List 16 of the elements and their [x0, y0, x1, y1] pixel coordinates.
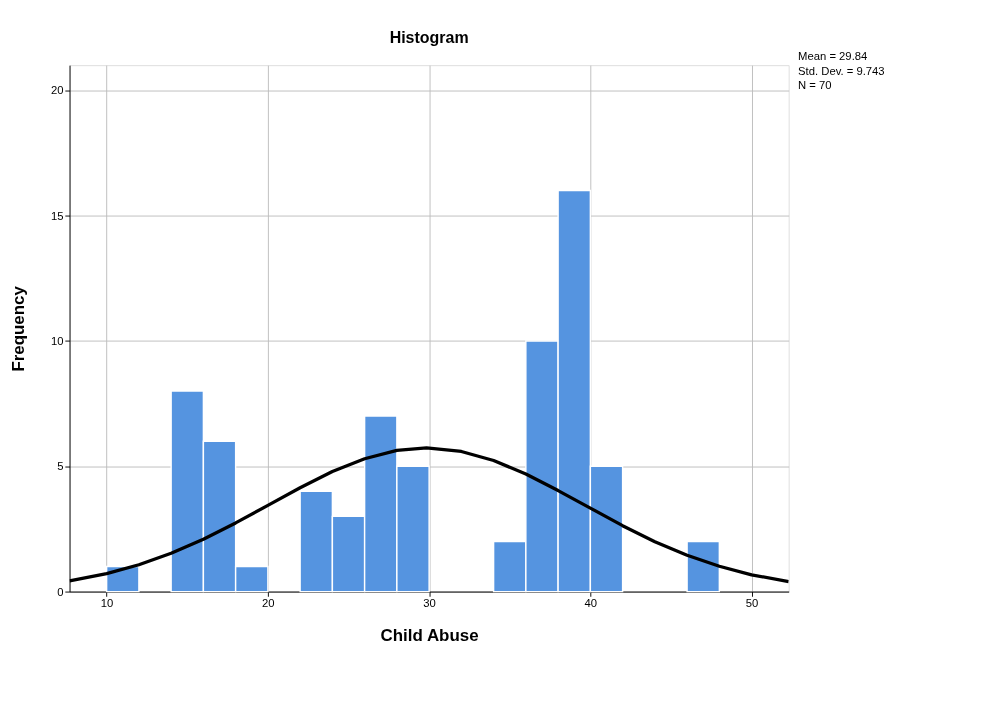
y-tick-label: 5 — [57, 460, 64, 473]
y-tick-label: 15 — [50, 209, 64, 222]
text: Std. Dev. = 9.743 — [798, 64, 885, 77]
chart-title: Histogram — [389, 28, 469, 46]
text: Mean = 29.84 — [798, 50, 868, 63]
x-axis-title: Child Abuse — [380, 625, 479, 645]
x-tick-label: 30 — [423, 597, 436, 610]
x-tick-label: 10 — [100, 597, 114, 610]
x-tick-label: 50 — [745, 597, 759, 610]
text: N = 70 — [798, 78, 832, 91]
y-tick-label: 0 — [57, 585, 64, 598]
y-tick-label: 10 — [50, 335, 64, 348]
y-axis-title: Frequency — [8, 285, 28, 372]
x-tick-label: 20 — [262, 597, 275, 610]
y-tick-label: 20 — [50, 84, 64, 97]
x-tick-label: 40 — [584, 597, 598, 610]
